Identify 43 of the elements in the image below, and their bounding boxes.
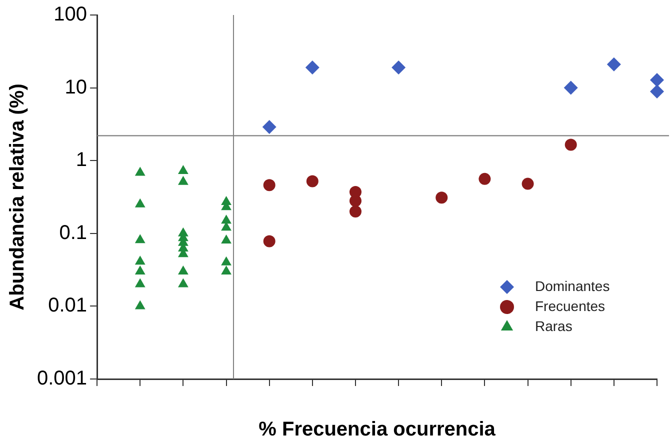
y-tick-label: 0.001 — [36, 368, 88, 390]
point — [650, 84, 664, 98]
y-tick-label: 0.01 — [48, 294, 88, 317]
y-tick-label: 1 — [76, 149, 88, 172]
point — [134, 234, 146, 244]
point — [262, 120, 276, 134]
point — [478, 172, 491, 185]
point — [263, 235, 276, 248]
point — [263, 179, 276, 192]
point — [178, 227, 188, 236]
point — [564, 80, 578, 95]
point — [221, 234, 232, 244]
legend-label: Raras — [535, 318, 572, 334]
point — [392, 60, 406, 75]
point — [221, 256, 232, 266]
point — [134, 265, 146, 274]
point — [178, 164, 188, 174]
y-tick-label: 0.1 — [59, 222, 88, 244]
point — [522, 178, 534, 190]
point — [134, 256, 146, 265]
point — [606, 57, 621, 72]
legend-label: Frecuentes — [535, 298, 606, 314]
x-axis-title: % Frecuencia ocurrencia — [258, 418, 496, 441]
point — [178, 278, 188, 288]
point — [349, 205, 362, 218]
y-tick-label: 100 — [54, 4, 88, 26]
point — [134, 198, 146, 208]
point — [650, 72, 664, 87]
point — [221, 265, 232, 274]
point — [305, 60, 320, 75]
point — [134, 166, 146, 176]
point — [564, 138, 577, 151]
point — [178, 265, 188, 274]
point — [134, 278, 146, 288]
y-tick-label: 10 — [64, 76, 88, 98]
point — [221, 214, 232, 224]
point — [134, 300, 146, 310]
point — [436, 192, 448, 204]
legend-label: Dominantes — [535, 278, 610, 294]
point — [178, 176, 188, 185]
point — [306, 175, 318, 188]
y-axis-title: Abundancia relativa (%) — [6, 84, 29, 310]
point — [221, 196, 232, 205]
